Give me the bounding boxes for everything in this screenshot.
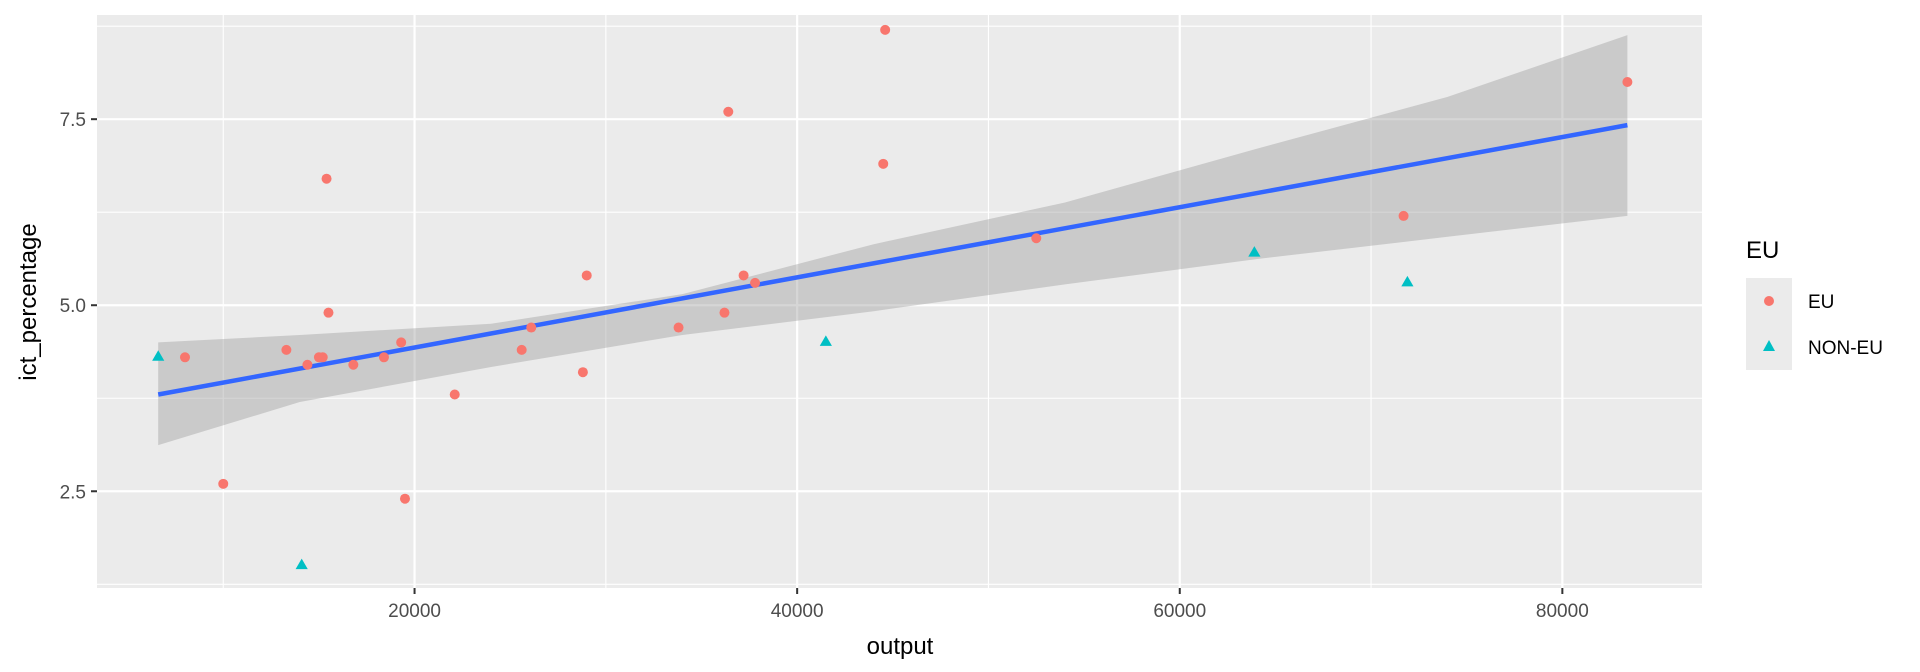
data-point-non-eu (295, 558, 308, 570)
data-point-non-eu (1248, 246, 1261, 257)
data-point-eu (581, 270, 592, 281)
trend-line (157, 122, 1628, 397)
legend-label-non-eu: NON-EU (1808, 338, 1883, 359)
data-point-eu (750, 277, 761, 288)
y-tick-label: 5.0 (60, 296, 86, 317)
legend-eu-marker-icon (1764, 296, 1774, 306)
data-point-eu (378, 352, 389, 363)
x-axis-title: output (867, 633, 934, 660)
data-points (152, 24, 1633, 570)
data-point-eu (1031, 233, 1042, 244)
data-point-eu (396, 337, 407, 348)
data-point-eu (302, 359, 313, 370)
data-point-eu (516, 344, 527, 355)
major-gridlines (97, 15, 1702, 588)
legend-title: EU (1746, 237, 1779, 264)
y-axis-title: ict_percentage (15, 223, 42, 380)
data-point-eu (399, 493, 410, 504)
data-point-eu (1398, 210, 1409, 221)
legend: EU EU NON-EU (1746, 237, 1883, 370)
data-point-eu (719, 307, 730, 318)
data-point-eu (281, 344, 292, 355)
data-point-eu (673, 322, 684, 333)
data-point-eu (526, 322, 537, 333)
data-point-eu (317, 352, 328, 363)
y-axis-ticks: 2.5 5.0 7.5 (60, 110, 97, 503)
panel-background (97, 15, 1702, 588)
data-point-eu (723, 106, 734, 117)
x-tick-label: 80000 (1536, 601, 1589, 622)
x-axis-ticks: 20000 40000 60000 80000 (388, 588, 1589, 622)
data-point-eu (878, 158, 889, 169)
data-point-eu (1622, 76, 1633, 87)
data-point-eu (218, 478, 229, 489)
x-tick-label: 20000 (388, 601, 441, 622)
x-tick-label: 60000 (1153, 601, 1206, 622)
data-point-eu (880, 24, 891, 35)
data-point-eu (179, 352, 190, 363)
y-tick-label: 2.5 (60, 482, 86, 503)
data-point-non-eu (152, 350, 165, 361)
data-point-eu (738, 270, 749, 281)
data-point-eu (321, 173, 332, 184)
confidence-band (158, 35, 1628, 446)
data-point-eu (348, 359, 359, 370)
legend-non-eu-marker-icon (1763, 340, 1775, 351)
x-tick-label: 40000 (771, 601, 824, 622)
minor-gridlines (97, 15, 1702, 588)
data-point-eu (323, 307, 334, 318)
y-tick-label: 7.5 (60, 110, 86, 131)
data-point-eu (449, 389, 460, 400)
data-point-eu (577, 367, 588, 378)
data-point-non-eu (1401, 275, 1414, 287)
legend-label-eu: EU (1808, 292, 1834, 313)
data-point-non-eu (819, 335, 832, 346)
